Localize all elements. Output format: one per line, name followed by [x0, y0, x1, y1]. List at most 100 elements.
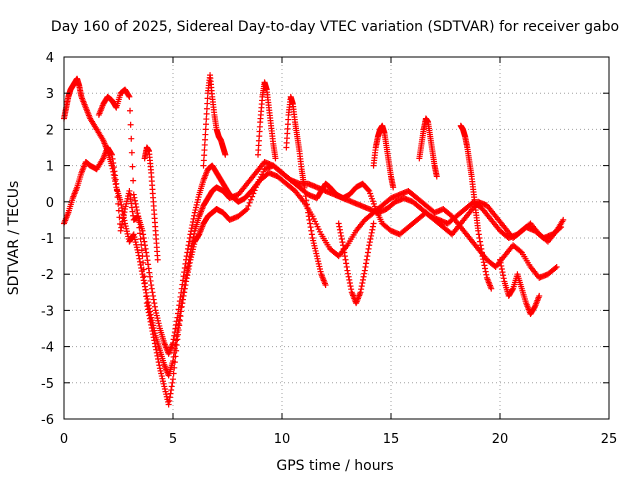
data-point	[244, 206, 251, 213]
data-point	[341, 249, 348, 256]
data-point	[363, 256, 370, 263]
y-tick-label: -2	[41, 268, 54, 283]
data-point	[344, 267, 351, 274]
data-point	[306, 216, 313, 223]
data-point	[497, 256, 503, 263]
data-point	[142, 245, 149, 252]
data-point	[146, 269, 153, 276]
data-point	[482, 268, 489, 275]
data-point	[140, 274, 147, 281]
data-point	[179, 281, 186, 288]
data-point	[144, 257, 151, 264]
data-point	[146, 305, 153, 312]
data-point	[148, 282, 155, 289]
data-point	[130, 191, 137, 198]
data-point	[167, 390, 174, 397]
data-point	[558, 224, 565, 231]
data-point	[128, 135, 135, 142]
data-point	[183, 256, 190, 263]
data-point	[204, 95, 211, 102]
data-point	[110, 168, 117, 175]
data-point	[132, 200, 139, 207]
data-point	[345, 273, 352, 280]
data-point	[301, 184, 308, 191]
data-point	[482, 265, 489, 272]
y-tick-label: -5	[41, 377, 54, 392]
data-point	[322, 282, 329, 289]
data-point	[126, 187, 133, 194]
x-tick-label: 0	[60, 432, 68, 447]
data-point	[118, 201, 125, 208]
data-point	[129, 163, 136, 170]
data-point	[246, 199, 253, 206]
data-point	[127, 107, 134, 114]
data-point	[131, 194, 138, 201]
data-point	[500, 272, 507, 279]
data-point	[112, 103, 119, 110]
data-point	[335, 220, 342, 227]
data-point	[138, 264, 145, 271]
data-point	[179, 277, 186, 284]
y-tick-label: -3	[41, 304, 54, 319]
data-point	[135, 249, 142, 256]
data-point	[188, 225, 195, 232]
data-point	[130, 177, 137, 184]
data-point	[390, 184, 397, 191]
data-point	[145, 261, 152, 268]
y-tick-label: -4	[41, 341, 54, 356]
data-point	[498, 266, 505, 273]
data-point	[366, 242, 373, 249]
data-point	[369, 223, 376, 230]
data-point	[480, 256, 487, 263]
data-point	[141, 283, 148, 290]
data-point	[137, 236, 144, 243]
data-point	[136, 258, 143, 265]
data-point	[149, 289, 156, 296]
data-point	[171, 329, 178, 336]
data-point	[476, 235, 483, 241]
data-point	[200, 162, 207, 169]
data-point	[366, 239, 373, 246]
data-point	[166, 397, 173, 404]
data-point	[135, 252, 142, 259]
data-point	[477, 238, 484, 245]
data-point	[139, 227, 146, 234]
data-point	[478, 245, 485, 252]
data-point	[242, 207, 249, 214]
data-point	[132, 197, 139, 204]
data-point	[202, 136, 209, 143]
data-point	[150, 296, 157, 303]
data-point	[365, 245, 372, 252]
data-point	[145, 299, 152, 306]
data-point	[488, 285, 495, 292]
data-point	[347, 283, 354, 290]
data-point	[111, 175, 118, 182]
data-point	[146, 273, 153, 280]
chart-title: Day 160 of 2025, Sidereal Day-to-day VTE…	[51, 19, 619, 35]
data-point	[140, 277, 147, 284]
data-point	[303, 201, 310, 208]
data-point	[336, 223, 343, 230]
data-point	[143, 292, 150, 299]
data-point	[359, 276, 366, 283]
y-axis-label: SDTVAR / TECUs	[6, 181, 22, 296]
data-point	[127, 196, 134, 203]
data-point	[180, 273, 187, 280]
data-point	[498, 262, 505, 269]
y-tick-label: 4	[46, 51, 54, 66]
data-point	[182, 260, 189, 267]
data-point	[137, 261, 144, 268]
data-point	[357, 289, 364, 296]
data-point	[556, 225, 563, 232]
data-point	[126, 93, 133, 100]
data-point	[307, 224, 314, 231]
data-point	[165, 401, 172, 408]
data-point	[307, 220, 314, 227]
data-point	[360, 273, 367, 280]
data-point	[129, 208, 136, 215]
data-point	[303, 197, 310, 204]
data-point	[188, 228, 195, 235]
data-point	[145, 265, 152, 272]
data-point	[203, 105, 210, 112]
